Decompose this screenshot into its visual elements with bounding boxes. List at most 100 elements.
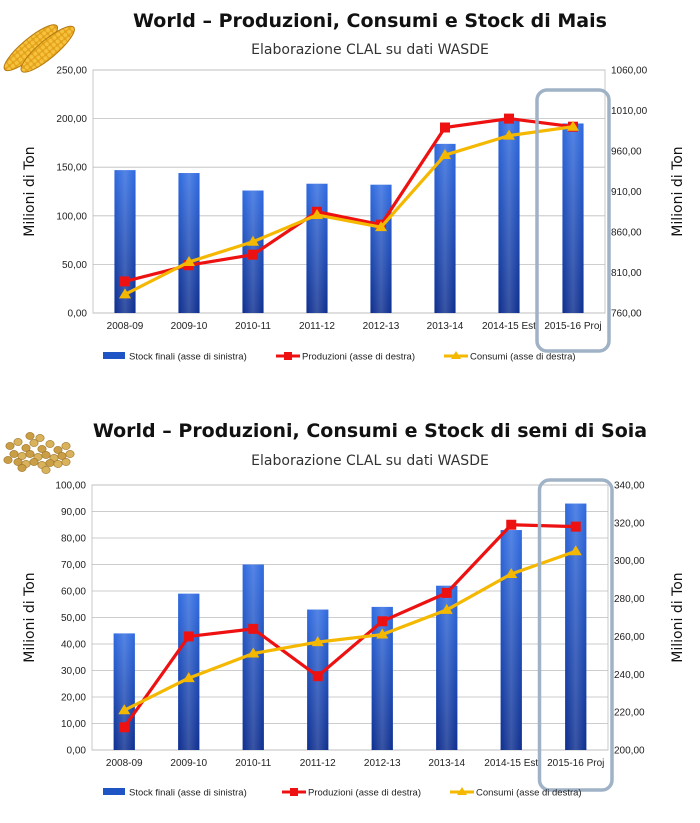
y-left-tick-label: 100,00 xyxy=(55,481,86,492)
soybean-seed xyxy=(35,434,45,442)
marker-square xyxy=(312,671,323,682)
x-tick-label: 2009-10 xyxy=(170,758,207,769)
chart-panel-mais: World – Produzioni, Consumi e Stock di M… xyxy=(0,0,700,380)
marker-triangle xyxy=(311,636,324,647)
marker-square xyxy=(120,276,130,287)
legend-label: Produzioni (asse di destra) xyxy=(302,352,415,363)
x-tick-label: 2015-16 Proj xyxy=(547,758,604,769)
legend-label: Consumi (asse di destra) xyxy=(470,352,576,363)
highlight-box xyxy=(537,478,614,792)
marker-triangle xyxy=(119,288,131,299)
marker-square xyxy=(248,249,258,260)
y-right-tick-label: 340,00 xyxy=(614,481,645,492)
y-left-tick-label: 70,00 xyxy=(61,560,86,571)
series-line xyxy=(124,116,574,283)
marker-square xyxy=(570,521,581,532)
x-tick-label: 2012-13 xyxy=(364,758,401,769)
y-axis-left-label: Milioni di Ton xyxy=(22,572,38,662)
x-tick-label: 2013-14 xyxy=(427,321,464,332)
x-tick-label: 2010-11 xyxy=(235,758,271,769)
bar-highlight xyxy=(498,118,520,313)
y-left-tick-label: 30,00 xyxy=(61,666,86,677)
soybean-seed xyxy=(41,451,51,459)
x-tick-label: 2009-10 xyxy=(171,321,208,332)
corn-cobs-icon xyxy=(3,24,75,73)
legend-label: Consumi (asse di destra) xyxy=(476,788,582,799)
x-tick-label: 2014-15 Est xyxy=(482,321,536,332)
y-left-tick-label: 60,00 xyxy=(61,587,86,598)
soybean-seed xyxy=(61,458,71,466)
bar-highlight xyxy=(306,183,328,313)
bar-highlight xyxy=(500,530,522,750)
bar-highlight xyxy=(178,593,200,750)
chart-plot-mais: 0,00 50,00 100,00 150,00 200,00 250,00 760,00 8… xyxy=(22,66,686,363)
y-left-tick-label: 90,00 xyxy=(61,507,86,518)
x-tick-label: 2012-13 xyxy=(363,321,400,332)
y-axis-left-label: Milioni di Ton xyxy=(22,146,38,236)
y-right-tick-label: 240,00 xyxy=(614,670,645,681)
y-left-tick-label: 100,00 xyxy=(56,211,87,222)
plot-area xyxy=(92,69,606,314)
soybean-seed xyxy=(3,456,13,464)
legend-label: Produzioni (asse di destra) xyxy=(308,788,421,799)
chart-title: World – Produzioni, Consumi e Stock di s… xyxy=(92,420,648,442)
marker-square xyxy=(440,122,450,133)
y-left-tick-label: 200,00 xyxy=(56,114,87,125)
marker-triangle xyxy=(183,255,195,266)
legend-marker xyxy=(451,351,461,359)
highlight-box xyxy=(535,88,611,353)
soybean-seed xyxy=(45,440,55,448)
y-right-tick-label: 860,00 xyxy=(611,228,642,239)
y-left-tick-label: 40,00 xyxy=(61,640,86,651)
legend-marker xyxy=(284,352,292,360)
x-tick-label: 2008-09 xyxy=(106,758,143,769)
bar-highlight xyxy=(436,585,458,750)
x-tick-label: 2011-12 xyxy=(299,321,335,332)
y-axis-right-label: Milioni di Ton xyxy=(670,146,686,236)
marker-triangle xyxy=(567,120,579,131)
soybean-seed xyxy=(41,466,51,474)
soybean-seed xyxy=(17,464,27,472)
marker-triangle xyxy=(505,567,518,578)
chart-plot-soia: 0,00 10,00 20,00 30,00 40,00 50,00 60,00 70,00 8… xyxy=(22,478,686,799)
series-line xyxy=(122,523,576,729)
legend-marker xyxy=(457,787,467,795)
soybean-seed xyxy=(21,444,31,452)
legend-swatch xyxy=(103,352,125,359)
y-axis-right-label: Milioni di Ton xyxy=(670,572,686,662)
marker-triangle xyxy=(247,235,259,246)
soybeans-icon xyxy=(3,432,75,474)
marker-triangle xyxy=(440,603,453,614)
soybean-seed xyxy=(61,442,71,450)
y-right-tick-label: 200,00 xyxy=(614,746,645,757)
legend-swatch xyxy=(103,788,125,795)
marker-triangle xyxy=(375,221,387,232)
marker-triangle xyxy=(376,628,389,639)
bar-highlight xyxy=(434,143,456,313)
legend-label: Stock finali (asse di sinistra) xyxy=(129,352,247,363)
marker-square xyxy=(248,623,259,634)
chart-subtitle: Elaborazione CLAL su dati WASDE xyxy=(251,42,489,58)
chart-panel-soia: World – Produzioni, Consumi e Stock di s… xyxy=(0,410,700,823)
x-tick-label: 2008-09 xyxy=(107,321,144,332)
y-left-tick-label: 80,00 xyxy=(61,534,86,545)
y-right-tick-label: 1060,00 xyxy=(611,66,648,77)
marker-square xyxy=(504,113,514,124)
x-tick-label: 2015-16 Proj xyxy=(544,321,601,332)
y-right-tick-label: 260,00 xyxy=(614,632,645,643)
soybean-seed xyxy=(29,458,39,466)
soybean-seed xyxy=(13,438,23,446)
x-tick-label: 2013-14 xyxy=(428,758,465,769)
legend-marker xyxy=(290,788,298,796)
bar-highlight xyxy=(562,123,584,314)
marker-square xyxy=(441,587,452,598)
marker-triangle xyxy=(439,149,451,160)
bar-highlight xyxy=(178,173,200,313)
soybean-seed xyxy=(5,442,15,450)
series-line xyxy=(124,125,574,296)
chart-title: World – Produzioni, Consumi e Stock di M… xyxy=(133,10,607,32)
marker-triangle xyxy=(311,208,323,219)
x-tick-label: 2011-12 xyxy=(300,758,336,769)
bar-highlight xyxy=(370,184,392,313)
y-left-tick-label: 20,00 xyxy=(61,693,86,704)
